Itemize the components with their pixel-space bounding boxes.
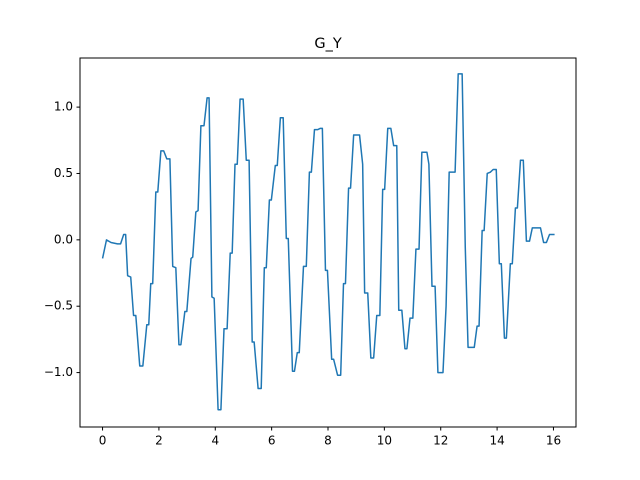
- x-tick-label: 10: [377, 434, 392, 448]
- x-tick-label: 2: [155, 434, 163, 448]
- y-tick-label: −0.5: [44, 299, 73, 313]
- y-tick-label: 1.0: [54, 100, 73, 114]
- y-tick-label: 0.0: [54, 232, 73, 246]
- x-tick-label: 8: [324, 434, 332, 448]
- x-tick-label: 0: [99, 434, 107, 448]
- x-tick-label: 16: [546, 434, 561, 448]
- x-tick-label: 12: [433, 434, 448, 448]
- chart-title: G_Y: [314, 36, 341, 52]
- y-tick-label: 0.5: [54, 166, 73, 180]
- x-tick-label: 14: [489, 434, 504, 448]
- y-tick-label: −1.0: [44, 365, 73, 379]
- x-tick-label: 6: [268, 434, 276, 448]
- data-line: [101, 73, 555, 411]
- x-tick-label: 4: [211, 434, 219, 448]
